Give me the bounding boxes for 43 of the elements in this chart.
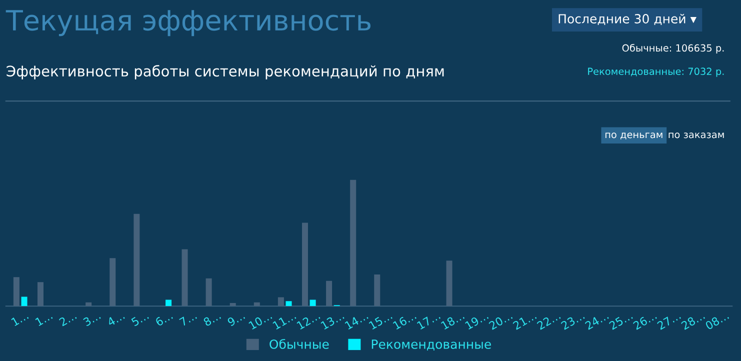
legend-label: Обычные [270, 339, 329, 349]
text: по деньгам [605, 132, 662, 140]
x-tick-label: 4… [106, 311, 125, 326]
x-tick-label: 18… [440, 311, 465, 330]
x-tick-label: 17… [416, 311, 440, 330]
x-tick-label: 13… [320, 311, 344, 330]
bar [166, 300, 172, 306]
x-tick-label: 2… [58, 311, 77, 326]
x-tick-label: 1… [35, 311, 53, 326]
x-tick-label: 28… [680, 311, 706, 330]
x-tick-label: 14… [344, 311, 368, 330]
x-tick-label: 11… [272, 311, 296, 330]
x-tick-label: 20… [488, 311, 513, 330]
x-tick-label: 19… [464, 311, 489, 330]
chart-subtitle: Эффективность работы системы рекомендаций по дням [6, 65, 444, 80]
x-tick-label: 23… [560, 311, 585, 330]
legend-label: Рекомендованные [372, 340, 491, 350]
text: Рекомендованные: 7032 р. [588, 68, 724, 77]
bar [21, 296, 28, 306]
x-tick-label: 22… [536, 311, 561, 330]
text: по заказам [668, 132, 724, 138]
x-tick-label: 08… [704, 311, 730, 330]
x-tick-label: 10… [248, 311, 272, 330]
x-tick-label: 24… [584, 311, 609, 330]
chart-title: Текущая эффективность [6, 10, 370, 36]
x-tick-label: 12… [296, 311, 320, 330]
x-tick-label: 27… [656, 311, 681, 330]
x-tick-label: 8… [202, 311, 222, 326]
x-tick-label: 3… [82, 311, 101, 326]
bar [310, 300, 316, 306]
x-tick-label: 7… [179, 311, 197, 326]
x-tick-label: 15… [368, 311, 392, 330]
x-tick-label: 1… [11, 311, 29, 326]
x-tick-label: 5… [130, 311, 149, 326]
x-tick-label: 25… [608, 311, 633, 330]
bar [286, 301, 292, 306]
x-tick-label: 16… [392, 311, 417, 330]
x-tick-label: 21… [512, 311, 537, 330]
text: Обычные: 106635 р. [622, 44, 724, 54]
x-tick-label: 26… [632, 311, 657, 330]
x-tick-label: 6… [154, 311, 174, 326]
x-tick-label: 9… [226, 311, 246, 326]
text: Последние 30 дней ▾ [558, 14, 696, 26]
